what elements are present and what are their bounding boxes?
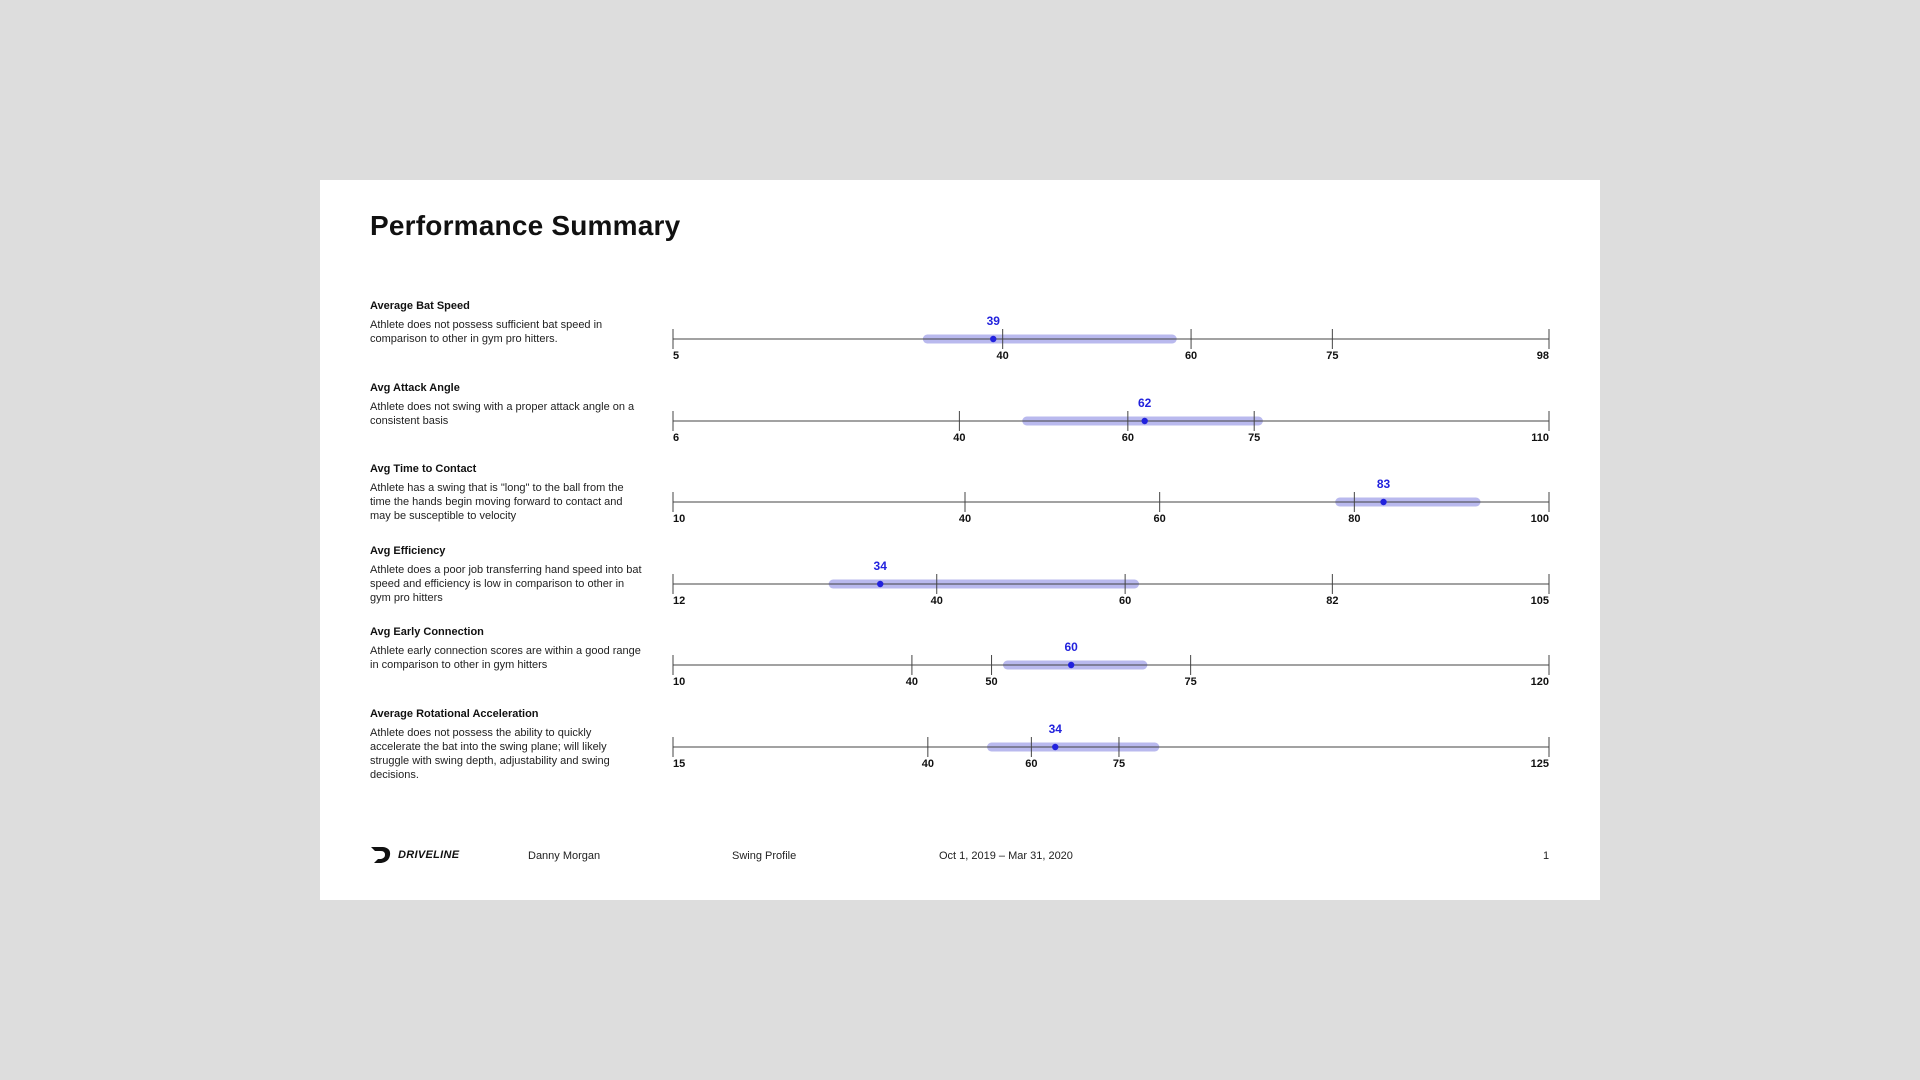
score-value: 39 — [987, 314, 1001, 328]
tick-value: 60 — [1119, 595, 1131, 605]
metric-title: Avg Time to Contact — [370, 463, 477, 475]
score-marker — [1380, 498, 1387, 506]
score-marker — [1141, 417, 1148, 424]
score-value: 60 — [1065, 640, 1079, 654]
tick-value: 60 — [1025, 758, 1037, 768]
tick-value: 5 — [673, 350, 679, 360]
metric-description: Athlete has a swing that is "long" to th… — [370, 482, 624, 522]
score-value: 34 — [874, 559, 888, 573]
athlete-name: Danny Morgan — [528, 850, 601, 862]
tick-value: 125 — [1531, 758, 1549, 768]
score-value: 34 — [1049, 722, 1063, 736]
metric-scale: 10Youth40High School60Indy80College100Af… — [672, 477, 1550, 523]
metric-description: Athlete does a poor job transferring han… — [370, 563, 642, 604]
metric-title: Average Bat Speed — [370, 300, 470, 312]
metric-row: Avg Efficiency Athlete does a poor job tr… — [320, 545, 1600, 625]
score-marker — [1052, 743, 1059, 750]
tick-value: 40 — [997, 350, 1009, 360]
tick-value: 10 — [673, 513, 685, 523]
metric-scale: 6Youth40High School60Indy75College110Aff… — [672, 396, 1550, 442]
tick-value: 120 — [1531, 676, 1549, 686]
tick-value: 40 — [931, 595, 943, 605]
tick-value: 75 — [1326, 350, 1338, 360]
tick-value: 40 — [922, 758, 934, 768]
score-marker — [990, 335, 997, 343]
tick-value: 40 — [906, 676, 918, 686]
footer: DRIVELINE Danny Morgan Swing Profile Oct… — [320, 842, 1600, 872]
tick-value: 82 — [1326, 595, 1338, 605]
driveline-logo-icon — [371, 847, 391, 863]
score-marker — [1067, 661, 1075, 669]
score-marker — [877, 580, 884, 587]
metric-description: Athlete does not possess the ability to … — [370, 726, 610, 781]
date-range: Oct 1, 2019 – Mar 31, 2020 — [939, 850, 1073, 862]
metric-scale: 10Youth40High School50Indy75College120Af… — [672, 640, 1550, 686]
tick-value: 80 — [1348, 513, 1360, 523]
tick-value: 15 — [673, 758, 685, 768]
logo-text: DRIVELINE — [398, 849, 460, 861]
tick-value: 100 — [1531, 513, 1549, 523]
score-value: 62 — [1138, 396, 1152, 410]
metric-title: Avg Early Connection — [370, 626, 484, 638]
tick-value: 60 — [1122, 432, 1134, 442]
tick-value: 12 — [673, 595, 685, 605]
tick-value: 75 — [1248, 432, 1260, 442]
metric-row: Avg Attack Angle Athlete does not swing w… — [320, 382, 1600, 462]
tick-value: 40 — [959, 513, 971, 523]
metric-row: Average Rotational Acceleration Athlete d… — [320, 708, 1600, 788]
metric-row: Average Bat Speed Athlete does not posses… — [320, 300, 1600, 380]
metric-description: Athlete does not swing with a proper att… — [370, 400, 635, 427]
metric-row: Avg Time to Contact Athlete has a swing t… — [320, 463, 1600, 543]
score-value: 83 — [1377, 477, 1391, 491]
tick-value: 60 — [1185, 350, 1197, 360]
tick-value: 6 — [673, 432, 679, 442]
metric-row: Avg Early Connection Athlete early connec… — [320, 626, 1600, 706]
tick-value: 60 — [1154, 513, 1166, 523]
metric-title: Avg Attack Angle — [370, 381, 460, 394]
tick-value: 98 — [1537, 350, 1549, 360]
metric-description: Athlete early connection scores are with… — [370, 645, 641, 671]
tick-value: 75 — [1185, 676, 1197, 686]
tick-value: 10 — [673, 676, 685, 686]
metric-title: Avg Efficiency — [370, 544, 446, 557]
metric-description: Athlete does not possess sufficient bat … — [370, 319, 603, 345]
report-name: Swing Profile — [732, 850, 797, 862]
page-title: Performance Summary — [370, 210, 681, 241]
metric-scale: 15Youth40High School60Indy75College125Af… — [672, 722, 1550, 768]
page-number: 1 — [1543, 850, 1550, 862]
report-page: Performance Summary Average Bat Speed Ath… — [320, 180, 1600, 900]
tick-value: 110 — [1531, 432, 1549, 442]
metric-title: Average Rotational Acceleration — [370, 707, 539, 720]
driveline-logo: DRIVELINE — [370, 844, 459, 866]
tick-value: 75 — [1113, 758, 1125, 768]
metric-scale: 5Youth40High School60Indy75College98Affi… — [672, 314, 1550, 360]
tick-value: 105 — [1531, 595, 1549, 605]
tick-value: 50 — [985, 676, 997, 686]
tick-value: 40 — [953, 432, 965, 442]
metric-scale: 12Youth40High School60Indy82College105Af… — [672, 559, 1550, 605]
